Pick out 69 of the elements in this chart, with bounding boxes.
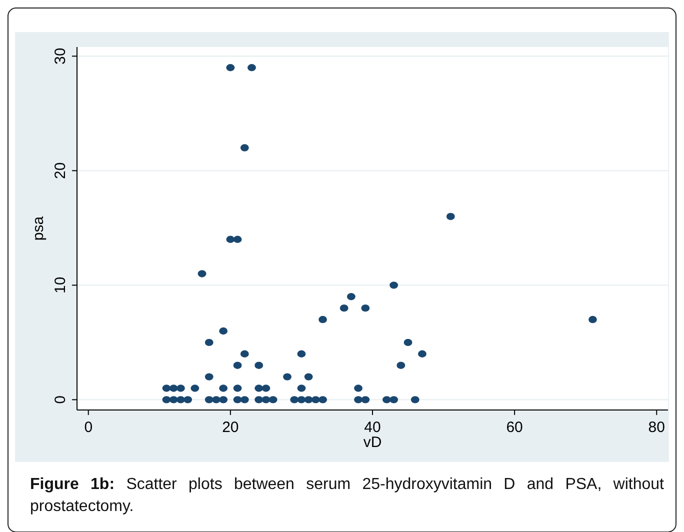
point <box>169 384 178 392</box>
y-tick-label: 0 <box>52 396 69 404</box>
point <box>176 396 185 404</box>
point <box>382 396 391 404</box>
y-tick-label: 20 <box>52 162 69 180</box>
caption: Figure 1b: Scatter plots between serum 25-hydroxyvitamin D and PSA, without prostatectomy. <box>30 475 664 517</box>
point <box>176 384 185 392</box>
x-tick-label: 80 <box>648 419 665 436</box>
x-tick-label: 20 <box>222 419 239 436</box>
x-axis-title: vD <box>363 434 382 451</box>
point <box>254 396 264 404</box>
point <box>318 316 327 324</box>
point <box>304 396 313 404</box>
x-tick-label: 40 <box>364 419 381 436</box>
point <box>396 362 406 369</box>
point <box>169 396 178 404</box>
point <box>240 144 249 152</box>
point <box>346 293 356 300</box>
point <box>410 396 420 404</box>
point <box>233 362 242 369</box>
point <box>219 384 228 392</box>
point <box>226 236 235 243</box>
point <box>390 282 398 289</box>
point <box>198 270 206 278</box>
point <box>283 373 292 380</box>
x-tick-label: 0 <box>84 419 93 436</box>
point <box>404 338 412 346</box>
point <box>190 384 200 392</box>
point <box>219 396 228 404</box>
point <box>588 316 597 324</box>
point <box>297 384 306 392</box>
point <box>240 396 249 404</box>
point <box>162 396 171 404</box>
point <box>212 396 220 404</box>
point <box>304 373 313 380</box>
point <box>233 396 242 404</box>
point <box>361 396 370 404</box>
point <box>354 396 362 404</box>
point <box>219 327 228 335</box>
point <box>268 396 278 404</box>
point <box>418 350 426 358</box>
point <box>354 384 362 392</box>
point <box>390 396 398 404</box>
point <box>318 396 327 404</box>
point <box>240 350 249 358</box>
point <box>254 362 264 369</box>
y-tick-label: 10 <box>52 276 69 294</box>
point <box>204 338 214 346</box>
point <box>162 384 171 392</box>
point <box>446 212 455 220</box>
point <box>184 396 192 404</box>
y-tick-label: 30 <box>52 48 69 65</box>
point <box>204 396 214 404</box>
point <box>226 64 235 72</box>
point <box>204 373 214 380</box>
point <box>233 236 242 243</box>
point <box>311 396 320 404</box>
point <box>297 350 306 358</box>
point <box>290 396 299 404</box>
point <box>262 396 270 404</box>
point <box>248 64 256 72</box>
point <box>262 384 270 392</box>
point <box>361 304 370 312</box>
point <box>297 396 306 404</box>
x-tick-label: 60 <box>506 419 523 436</box>
point <box>254 384 264 392</box>
y-axis-title: psa <box>30 216 47 241</box>
point <box>340 304 348 312</box>
point <box>233 384 242 392</box>
